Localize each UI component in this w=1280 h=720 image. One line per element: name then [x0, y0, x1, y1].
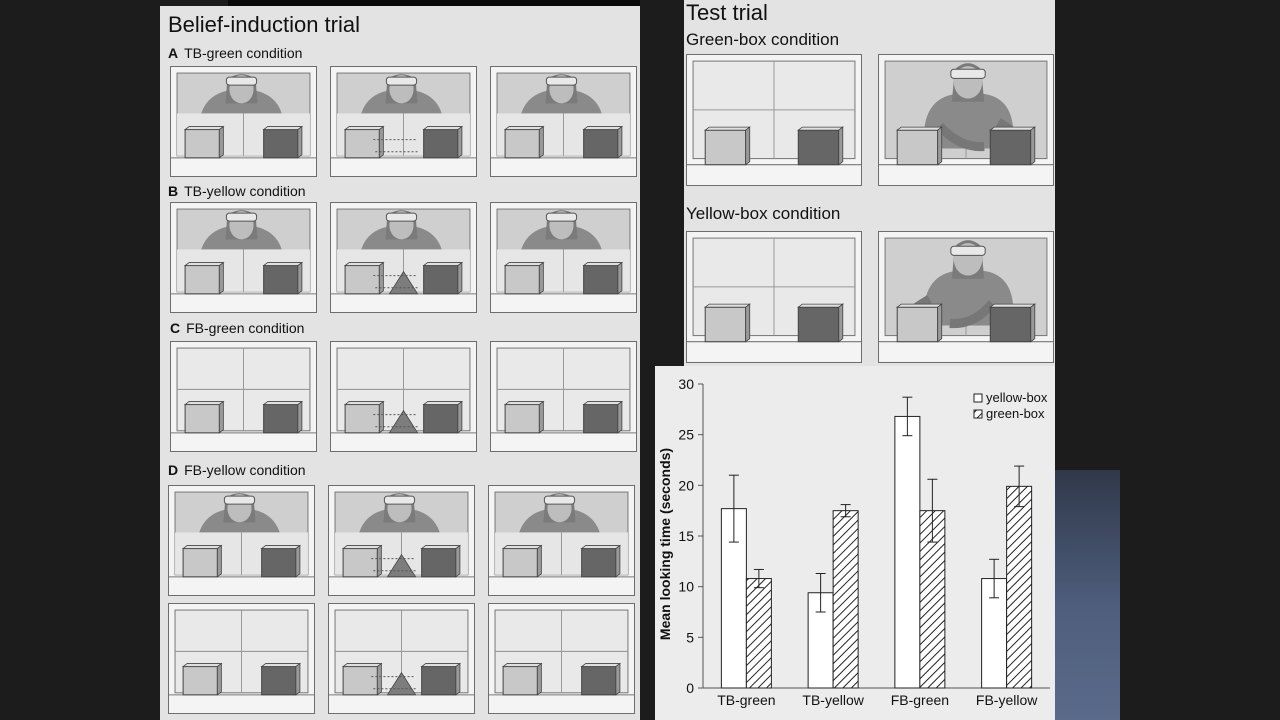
illustration-panel [490, 341, 637, 452]
legend-label-yellow-box: yellow-box [986, 390, 1048, 405]
illustration-panel [170, 202, 317, 313]
x-tick-label: TB-yellow [802, 692, 864, 708]
bar-green-box [745, 578, 772, 689]
condition-c-letter: C [170, 320, 181, 336]
bar-green-box [832, 510, 859, 689]
yellow-box-condition-label: Yellow-box condition [686, 204, 841, 223]
x-tick-label: TB-green [717, 692, 775, 708]
belief-induction-title: Belief-induction trial [168, 12, 360, 37]
condition-a-heading: A TB-green condition [168, 45, 302, 61]
illustration-panel [878, 54, 1054, 186]
x-tick-label: FB-green [891, 692, 949, 708]
bar-green-box [1006, 485, 1033, 689]
illustration-panel [330, 66, 477, 177]
y-tick-label: 25 [678, 427, 694, 443]
y-tick-label: 30 [678, 376, 694, 392]
legend-swatch-yellow-box [973, 393, 983, 403]
illustration-panel [878, 231, 1054, 363]
illustration-panel [330, 202, 477, 313]
condition-d-label: FB-yellow condition [184, 462, 306, 478]
bar-yellow-box [894, 415, 921, 689]
background-gradient [1055, 470, 1120, 720]
legend-swatch-green-box [973, 409, 983, 419]
test-trial-title: Test trial [686, 0, 768, 25]
y-tick-label: 15 [678, 528, 694, 544]
illustration-panel [686, 231, 862, 363]
top-strip [228, 0, 640, 6]
x-tick-label: FB-yellow [976, 692, 1038, 708]
y-tick-label: 5 [686, 629, 694, 645]
looking-time-chart: Mean looking time (seconds) 0 5 10 15 20 25 30… [657, 376, 1050, 708]
condition-a-letter: A [168, 45, 179, 61]
bar-yellow-box [981, 578, 1008, 689]
condition-c-label: FB-green condition [186, 320, 305, 336]
illustration-panel [488, 603, 635, 714]
condition-c-heading: C FB-green condition [170, 320, 304, 336]
illustration-panel [168, 603, 315, 714]
condition-b-heading: B TB-yellow condition [168, 183, 306, 199]
condition-b-letter: B [168, 183, 179, 199]
condition-d-heading: D FB-yellow condition [168, 462, 306, 478]
y-tick-label: 10 [678, 579, 694, 595]
legend-label-green-box: green-box [986, 406, 1045, 421]
illustration-panel [490, 66, 637, 177]
condition-d-letter: D [168, 462, 179, 478]
green-box-condition-label: Green-box condition [686, 30, 840, 49]
illustration-panel [168, 485, 315, 596]
illustration-panel [330, 341, 477, 452]
illustration-panel [170, 341, 317, 452]
illustration-panel [686, 54, 862, 186]
y-tick-label: 0 [686, 680, 694, 696]
illustration-panel [488, 485, 635, 596]
y-axis-label: Mean looking time (seconds) [657, 448, 673, 640]
illustration-panel [490, 202, 637, 313]
illustration-panel [328, 485, 475, 596]
condition-a-label: TB-green condition [184, 45, 303, 61]
condition-b-label: TB-yellow condition [184, 183, 306, 199]
illustration-panel [328, 603, 475, 714]
illustration-panel [170, 66, 317, 177]
y-tick-label: 20 [678, 477, 694, 493]
